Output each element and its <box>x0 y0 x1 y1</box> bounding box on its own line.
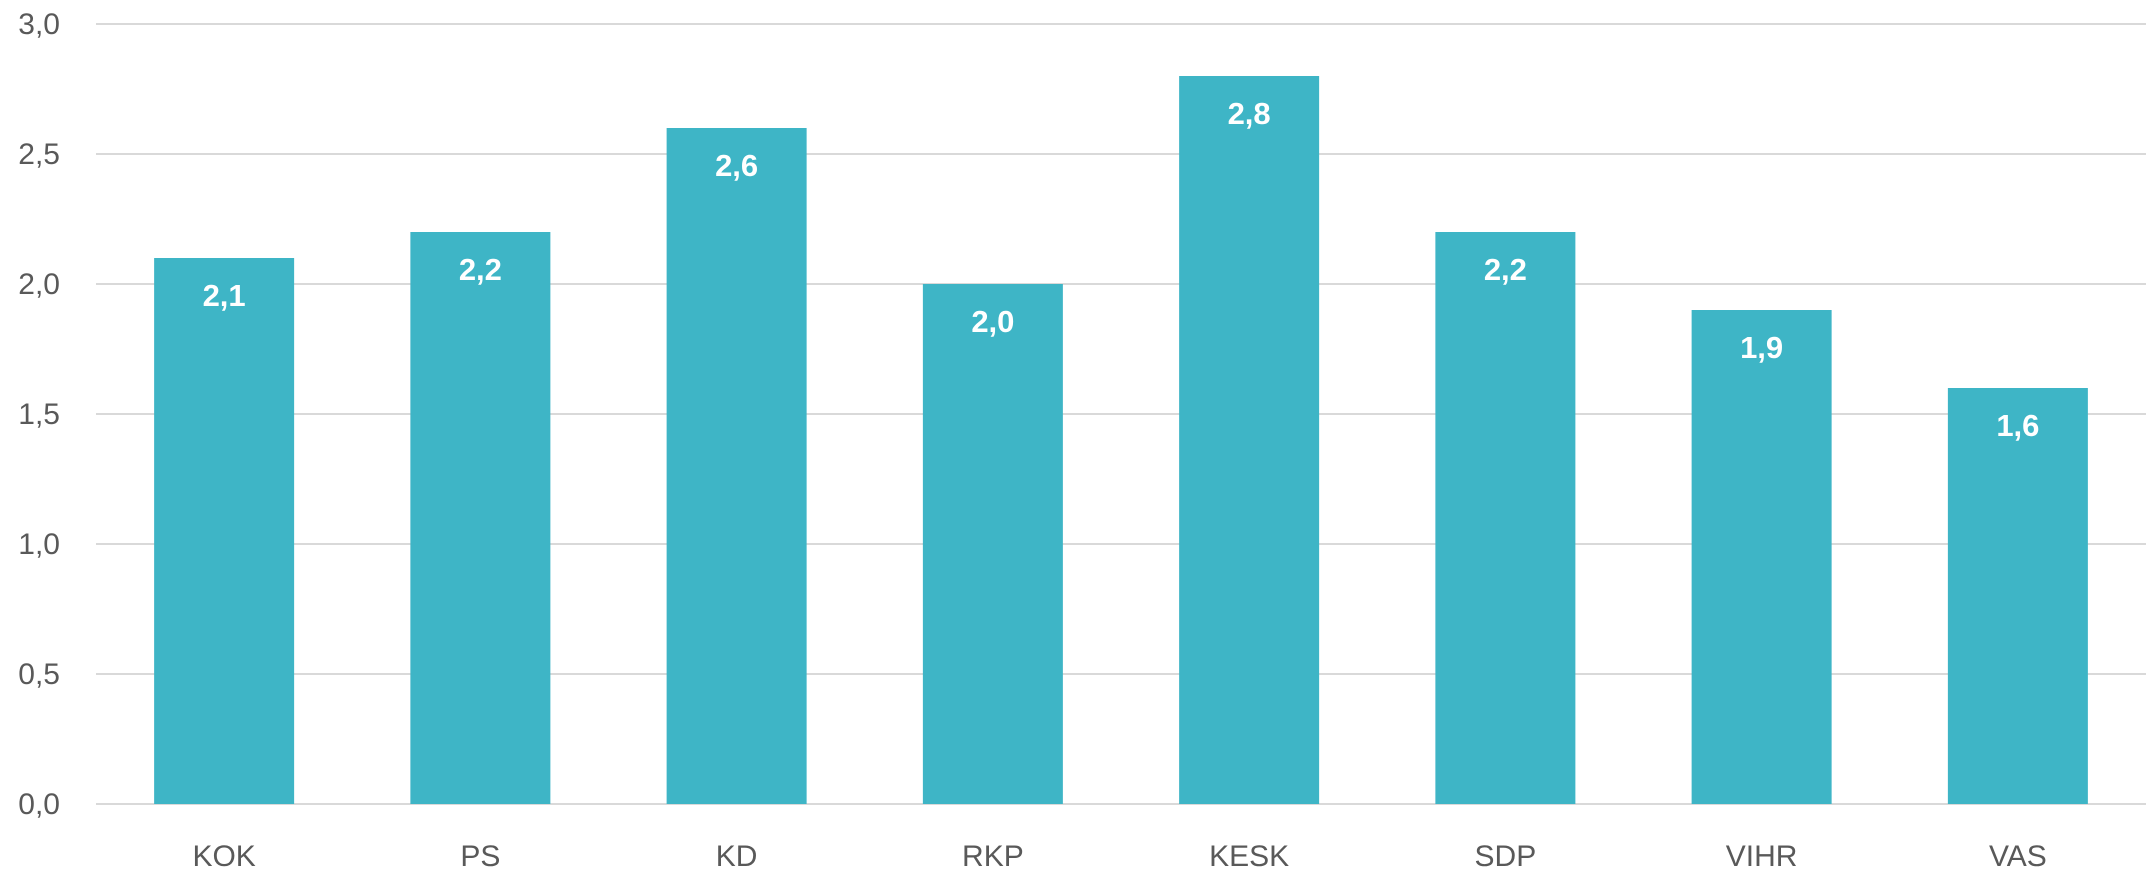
data-labels: 2,1 2,2 2,6 2,0 2,8 2,2 1,9 1,6 <box>203 96 2040 443</box>
bar-kd <box>666 128 807 804</box>
bar-ps <box>410 232 551 804</box>
y-tick-label: 3,0 <box>18 8 60 41</box>
x-tick-label: VAS <box>1989 840 2047 872</box>
gridlines <box>96 23 2146 805</box>
data-label: 2,1 <box>203 278 246 313</box>
y-tick-label: 2,0 <box>18 268 60 301</box>
x-tick-label: SDP <box>1475 840 1537 872</box>
y-tick-label: 0,5 <box>18 658 60 691</box>
bar-kesk <box>1179 76 1320 804</box>
data-label: 2,0 <box>971 304 1014 339</box>
y-tick-label: 2,5 <box>18 138 60 171</box>
y-axis-tick-labels: 0,0 0,5 1,0 1,5 2,0 2,5 3,0 <box>18 8 60 821</box>
x-tick-label: KD <box>716 840 758 872</box>
y-tick-label: 0,0 <box>18 788 60 821</box>
x-tick-label: PS <box>460 840 500 872</box>
x-tick-label: VIHR <box>1726 840 1798 872</box>
data-label: 2,2 <box>459 252 502 287</box>
x-tick-label: RKP <box>962 840 1024 872</box>
bar-kok <box>154 258 295 804</box>
data-label: 2,8 <box>1228 96 1271 131</box>
y-tick-label: 1,0 <box>18 528 60 561</box>
x-tick-label: KESK <box>1209 840 1289 872</box>
bar-vihr <box>1691 310 1832 804</box>
x-axis-tick-labels: KOK PS KD RKP KESK SDP VIHR VAS <box>192 840 2046 872</box>
data-label: 1,6 <box>1996 408 2039 443</box>
bar-sdp <box>1435 232 1576 804</box>
x-tick-label: KOK <box>192 840 255 872</box>
data-label: 2,2 <box>1484 252 1527 287</box>
bar-vas <box>1947 388 2088 804</box>
data-label: 1,9 <box>1740 330 1783 365</box>
data-label: 2,6 <box>715 148 758 183</box>
bar-rkp <box>922 284 1063 804</box>
y-tick-label: 1,5 <box>18 398 60 431</box>
bars <box>154 76 2088 804</box>
